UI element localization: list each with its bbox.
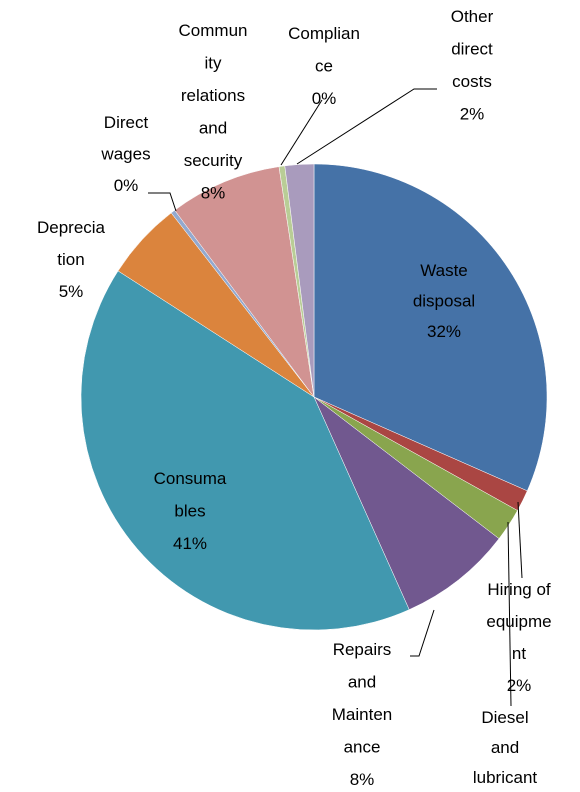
label-line: Repairs (333, 640, 392, 659)
slice-label: Direct wages 0% (100, 113, 150, 195)
leader-line (280, 99, 323, 166)
label-line: security (184, 151, 243, 170)
label-line: and (348, 673, 376, 692)
label-line: direct (451, 40, 493, 59)
leader-line (296, 88, 437, 165)
label-line: Consuma (154, 469, 227, 488)
label-line: wages (100, 145, 150, 164)
value-label: 2% (507, 676, 532, 695)
label-line: Waste (420, 261, 468, 280)
slice (174, 166, 315, 398)
label-line: tion (57, 250, 84, 269)
label-line: Complian (288, 24, 360, 43)
value-label: 8% (350, 770, 375, 789)
label-line: Other (451, 7, 494, 26)
value-label: 32% (427, 322, 461, 341)
label-line: ce (315, 57, 333, 76)
value-label: 5% (59, 282, 84, 301)
label-line: relations (181, 86, 245, 105)
leader-line (148, 192, 177, 212)
label-line: ance (344, 738, 381, 757)
leader-line (410, 609, 435, 657)
slice-label: Hiring of equipme nt 2% (486, 580, 551, 695)
label-line: Diesel (481, 708, 528, 727)
value-label: 41% (173, 534, 207, 553)
leader-line (507, 521, 512, 707)
label-line: ity (205, 54, 223, 73)
value-label: 0% (312, 89, 337, 108)
label-line: Mainten (332, 705, 392, 724)
label-line: equipme (486, 612, 551, 631)
slice-label: Waste disposal 32% (413, 261, 475, 341)
label-line: costs (452, 72, 492, 91)
value-label: 0% (114, 176, 139, 195)
leader-lines (148, 88, 523, 707)
value-label: 2% (460, 105, 485, 124)
slice (80, 270, 410, 631)
value-label: 8% (201, 184, 226, 203)
leader-line (517, 501, 523, 579)
slice-label: Diesel and lubricant (473, 708, 538, 787)
slice-label: Other direct costs 2% (451, 7, 494, 124)
label-line: nt (512, 644, 526, 663)
slice (284, 163, 315, 398)
label-line: and (199, 119, 227, 138)
label-line: Commun (179, 21, 248, 40)
slice-label: Commun ity relations and security 8% (179, 21, 248, 203)
slice (313, 396, 500, 610)
slice-label: Repairs and Mainten ance 8% (332, 640, 392, 789)
label-line: Direct (104, 113, 149, 132)
slice-label: Complian ce 0% (288, 24, 360, 108)
label-line: and (491, 738, 519, 757)
slice-label: Deprecia tion 5% (37, 218, 106, 301)
slice-label: Consuma bles 41% (154, 469, 227, 553)
label-line: Deprecia (37, 218, 106, 237)
label-line: lubricant (473, 768, 538, 787)
slices (80, 163, 548, 631)
label-line: Hiring of (487, 580, 551, 599)
slice (313, 163, 548, 492)
label-line: disposal (413, 292, 475, 311)
label-line: bles (174, 502, 205, 521)
